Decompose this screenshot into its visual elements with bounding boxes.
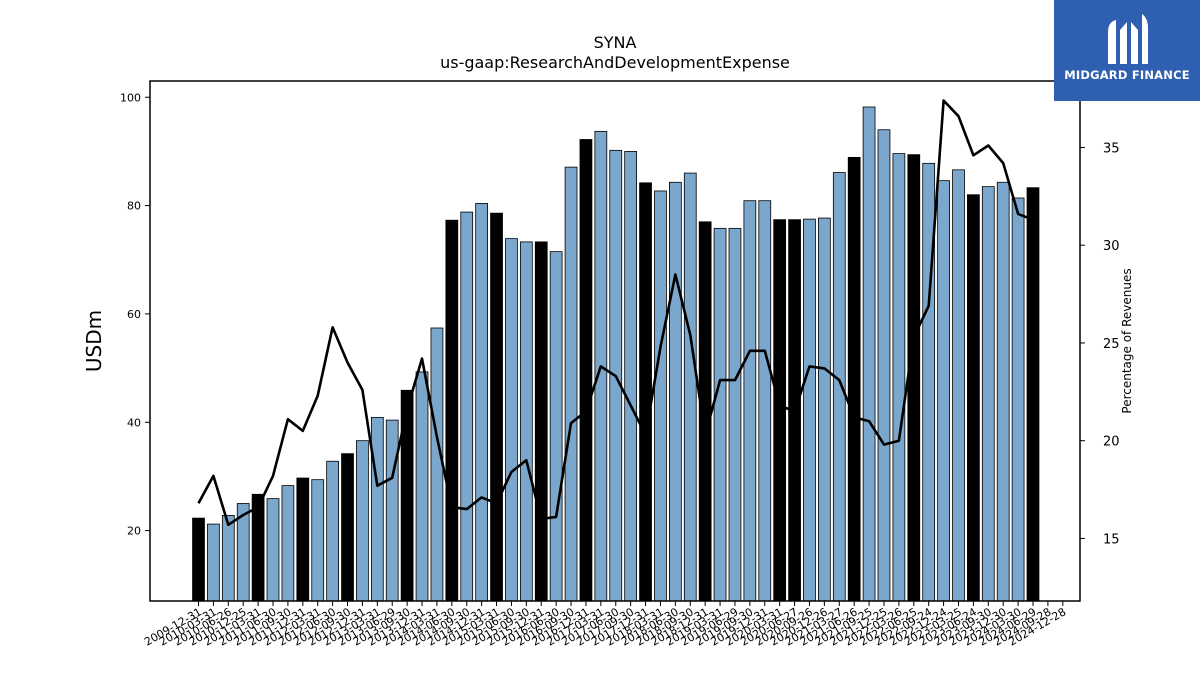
bar	[192, 517, 205, 602]
bar	[937, 180, 950, 602]
percentage-line	[197, 99, 1034, 527]
bar	[892, 153, 906, 602]
bar	[668, 181, 682, 602]
logo-text: MIDGARD FINANCE	[1064, 68, 1190, 82]
y2-tick-label: 15	[1103, 532, 1120, 547]
bar	[445, 219, 459, 602]
y-tick-label: 80	[127, 200, 141, 213]
bar	[534, 241, 548, 602]
bar	[341, 453, 354, 602]
brand-logo: MIDGARD FINANCE	[1054, 0, 1200, 101]
bar	[296, 477, 310, 602]
bar	[415, 371, 429, 602]
bar	[475, 203, 488, 602]
bar	[996, 181, 1010, 602]
y2-tick-label: 30	[1103, 239, 1120, 254]
bar	[728, 227, 742, 602]
bar	[430, 327, 444, 602]
chart-subtitle: us-gaap:ResearchAndDevelopmentExpense	[440, 53, 790, 72]
bar	[490, 212, 503, 602]
y-tick-label: 40	[127, 416, 141, 429]
y-tick-label: 20	[127, 525, 141, 538]
y2-tick-label: 20	[1103, 435, 1120, 450]
plot-frame	[149, 80, 1081, 602]
bar	[743, 200, 757, 602]
right-axis: 15 20 25 30 35	[1080, 141, 1120, 547]
bar	[773, 219, 787, 602]
bar	[326, 460, 339, 602]
bar	[713, 227, 727, 602]
bar	[311, 479, 325, 602]
y2-tick-label: 35	[1103, 141, 1120, 156]
y-tick-label: 60	[127, 308, 141, 321]
bar	[683, 172, 697, 602]
bar	[207, 523, 220, 602]
bar	[370, 416, 384, 602]
y2-tick-label: 25	[1103, 337, 1120, 352]
bar	[564, 166, 578, 602]
bar	[519, 241, 533, 602]
bar	[624, 151, 638, 602]
bar	[460, 211, 474, 602]
y2-axis-label: Percentage of Revenues	[1120, 268, 1134, 413]
bar	[505, 238, 518, 602]
x-axis: 2009-12-312010-03-312010-06-262010-12-25…	[142, 601, 1068, 649]
bar	[818, 217, 831, 602]
bar	[266, 498, 280, 602]
chart-title: SYNA	[594, 33, 637, 52]
bar	[385, 419, 399, 602]
bar	[758, 200, 772, 602]
bar	[907, 154, 921, 602]
bar	[952, 169, 965, 602]
bar	[654, 190, 667, 602]
bar	[356, 440, 369, 602]
bar	[803, 218, 816, 602]
logo-mark-icon	[1108, 14, 1148, 64]
bar	[400, 389, 414, 602]
bar	[549, 251, 563, 602]
bar	[1026, 187, 1040, 602]
bar	[221, 515, 235, 602]
bar	[639, 182, 652, 602]
bar	[862, 106, 876, 602]
bar	[579, 139, 593, 602]
bar	[981, 186, 995, 602]
bar	[832, 172, 846, 602]
y-axis-label: USDm	[82, 310, 106, 372]
left-axis: 20 40 60 80 100	[120, 91, 150, 538]
bar	[922, 162, 936, 602]
y-tick-label: 100	[120, 91, 141, 104]
bar	[847, 156, 861, 602]
bar	[967, 194, 980, 602]
bar	[1011, 197, 1025, 602]
bar	[281, 485, 295, 602]
bar	[877, 129, 891, 602]
